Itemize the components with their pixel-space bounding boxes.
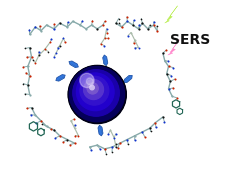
- Circle shape: [82, 78, 105, 101]
- Circle shape: [90, 86, 93, 89]
- Circle shape: [91, 86, 92, 88]
- Circle shape: [69, 66, 125, 122]
- Circle shape: [81, 77, 106, 103]
- Circle shape: [71, 69, 121, 118]
- Polygon shape: [97, 125, 103, 136]
- Polygon shape: [56, 75, 65, 81]
- Circle shape: [86, 78, 93, 85]
- Circle shape: [72, 70, 119, 117]
- Circle shape: [88, 84, 97, 93]
- Circle shape: [86, 82, 100, 96]
- Polygon shape: [167, 40, 179, 55]
- Polygon shape: [123, 75, 132, 82]
- Circle shape: [86, 82, 99, 95]
- Circle shape: [85, 81, 100, 96]
- Circle shape: [86, 83, 98, 94]
- Circle shape: [71, 68, 122, 119]
- Circle shape: [73, 70, 119, 116]
- Circle shape: [76, 73, 114, 112]
- Circle shape: [68, 66, 125, 123]
- Polygon shape: [102, 58, 104, 64]
- Circle shape: [87, 83, 98, 94]
- Circle shape: [70, 67, 123, 120]
- Circle shape: [84, 80, 102, 99]
- Circle shape: [69, 67, 124, 122]
- Circle shape: [89, 85, 95, 91]
- Circle shape: [78, 74, 111, 108]
- Circle shape: [88, 84, 96, 92]
- Polygon shape: [124, 75, 129, 80]
- Circle shape: [73, 71, 117, 115]
- Circle shape: [81, 77, 107, 104]
- Circle shape: [76, 73, 114, 111]
- Circle shape: [86, 82, 99, 95]
- Circle shape: [69, 67, 124, 121]
- Circle shape: [79, 75, 110, 107]
- Polygon shape: [100, 127, 103, 133]
- Circle shape: [83, 80, 103, 99]
- Circle shape: [78, 75, 111, 108]
- Circle shape: [91, 87, 92, 88]
- Circle shape: [74, 71, 117, 114]
- Polygon shape: [59, 77, 64, 81]
- Circle shape: [80, 77, 107, 104]
- Circle shape: [77, 74, 112, 109]
- Circle shape: [84, 81, 101, 98]
- Circle shape: [87, 84, 97, 93]
- Circle shape: [74, 71, 116, 113]
- Circle shape: [75, 72, 116, 113]
- Circle shape: [68, 65, 126, 124]
- Circle shape: [79, 76, 109, 106]
- Circle shape: [80, 76, 108, 105]
- Circle shape: [78, 75, 110, 107]
- Polygon shape: [164, 6, 177, 23]
- Circle shape: [74, 71, 117, 114]
- Circle shape: [85, 81, 100, 97]
- Circle shape: [87, 83, 97, 94]
- Circle shape: [79, 76, 109, 106]
- Circle shape: [88, 84, 96, 92]
- Circle shape: [70, 67, 123, 121]
- Circle shape: [68, 66, 125, 123]
- Circle shape: [77, 74, 112, 109]
- Circle shape: [84, 81, 102, 98]
- Circle shape: [89, 85, 94, 90]
- Circle shape: [88, 84, 95, 91]
- Circle shape: [89, 85, 94, 90]
- Circle shape: [71, 68, 121, 119]
- Circle shape: [83, 79, 104, 100]
- Circle shape: [76, 73, 113, 111]
- Circle shape: [83, 79, 103, 100]
- Circle shape: [75, 72, 115, 112]
- Circle shape: [82, 79, 104, 101]
- Circle shape: [72, 69, 120, 118]
- Circle shape: [77, 74, 113, 110]
- Circle shape: [82, 78, 105, 102]
- Circle shape: [90, 86, 93, 88]
- Circle shape: [82, 78, 106, 102]
- Circle shape: [73, 70, 118, 115]
- Circle shape: [80, 77, 108, 105]
- Circle shape: [84, 80, 103, 99]
- Circle shape: [90, 86, 93, 89]
- Circle shape: [73, 70, 118, 116]
- Polygon shape: [102, 55, 107, 66]
- Circle shape: [79, 73, 94, 88]
- Circle shape: [76, 73, 113, 110]
- Circle shape: [70, 68, 122, 119]
- Circle shape: [75, 72, 115, 112]
- Circle shape: [79, 76, 109, 105]
- Text: SERS: SERS: [169, 33, 209, 47]
- Polygon shape: [70, 64, 76, 67]
- Circle shape: [72, 69, 120, 117]
- Circle shape: [70, 68, 122, 120]
- Polygon shape: [69, 61, 78, 67]
- Circle shape: [81, 78, 106, 103]
- Circle shape: [85, 81, 101, 97]
